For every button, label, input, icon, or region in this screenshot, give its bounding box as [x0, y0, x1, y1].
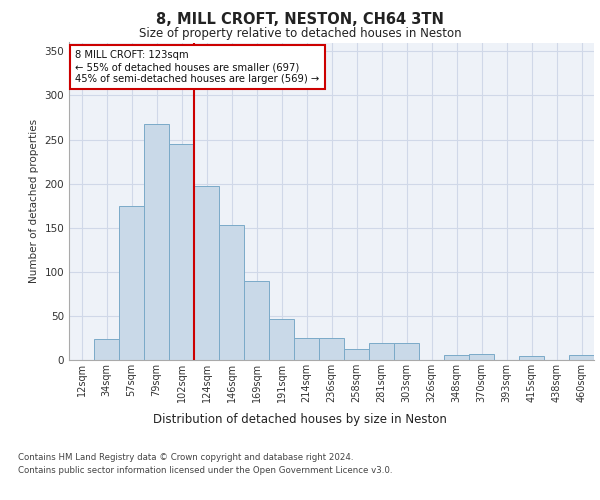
Bar [295, 338, 319, 360]
Bar [269, 320, 293, 360]
Bar [119, 206, 143, 360]
Bar [445, 354, 469, 360]
Bar [520, 356, 544, 360]
Bar [344, 348, 368, 360]
Bar [394, 343, 419, 360]
Bar [244, 280, 269, 360]
Text: 8, MILL CROFT, NESTON, CH64 3TN: 8, MILL CROFT, NESTON, CH64 3TN [156, 12, 444, 28]
Bar [370, 343, 394, 360]
Text: 8 MILL CROFT: 123sqm
← 55% of detached houses are smaller (697)
45% of semi-deta: 8 MILL CROFT: 123sqm ← 55% of detached h… [76, 50, 320, 84]
Text: Distribution of detached houses by size in Neston: Distribution of detached houses by size … [153, 412, 447, 426]
Bar [220, 225, 244, 360]
Bar [319, 338, 344, 360]
Y-axis label: Number of detached properties: Number of detached properties [29, 119, 39, 284]
Bar [194, 186, 218, 360]
Bar [469, 354, 494, 360]
Text: Size of property relative to detached houses in Neston: Size of property relative to detached ho… [139, 28, 461, 40]
Bar [145, 124, 169, 360]
Text: Contains public sector information licensed under the Open Government Licence v3: Contains public sector information licen… [18, 466, 392, 475]
Bar [94, 339, 119, 360]
Bar [569, 354, 593, 360]
Bar [169, 144, 194, 360]
Text: Contains HM Land Registry data © Crown copyright and database right 2024.: Contains HM Land Registry data © Crown c… [18, 452, 353, 462]
